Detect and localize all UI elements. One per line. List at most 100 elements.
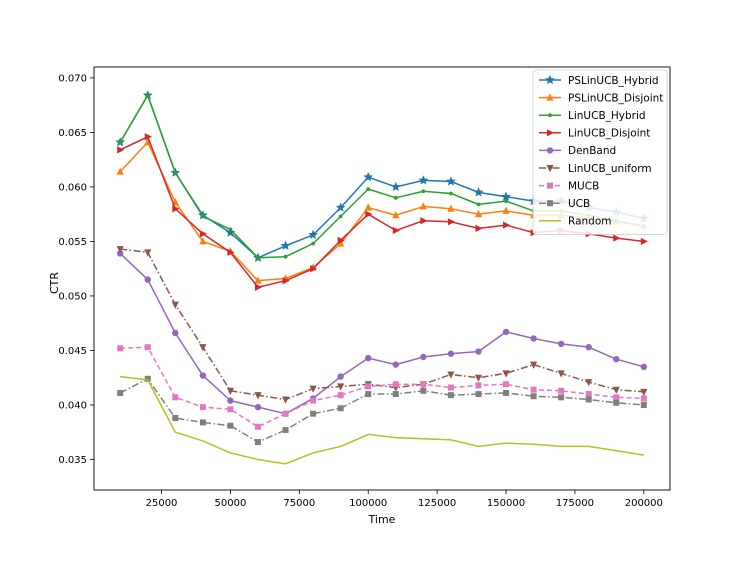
data-point (281, 396, 290, 404)
data-point (419, 202, 427, 210)
y-tick-label: 0.055 (58, 237, 87, 248)
data-point (254, 423, 261, 430)
legend-entry: LinUCB_Disjoint (539, 128, 650, 140)
data-point (308, 229, 319, 240)
data-point (254, 392, 262, 400)
legend-label: LinUCB_Hybrid (568, 110, 646, 122)
data-point (363, 171, 374, 182)
data-point (254, 439, 261, 446)
data-point (337, 239, 345, 247)
legend-marker (548, 113, 552, 118)
data-point (390, 181, 401, 192)
data-point (337, 373, 344, 380)
data-point (365, 391, 372, 398)
data-point (392, 226, 400, 235)
data-point (256, 255, 260, 260)
data-point (585, 343, 592, 351)
legend-box (532, 69, 668, 235)
series-line (119, 252, 645, 415)
data-point (116, 246, 124, 254)
data-point (199, 404, 206, 411)
x-tick-label: 175000 (556, 498, 594, 509)
data-point (447, 204, 455, 212)
plot-frame (93, 66, 671, 491)
data-point (227, 422, 234, 429)
data-point (310, 410, 317, 417)
data-point (282, 410, 289, 417)
data-point (280, 240, 291, 251)
data-point (640, 401, 647, 408)
data-point (503, 389, 510, 396)
series-Random (120, 375, 644, 465)
data-point (474, 209, 483, 218)
data-point (311, 241, 316, 246)
data-point (475, 382, 482, 389)
data-point (585, 379, 593, 387)
data-point (117, 146, 125, 154)
data-point (365, 383, 372, 390)
x-tick-label: 75000 (283, 498, 315, 509)
x-tick-label: 125000 (418, 498, 456, 509)
legend-entry: LinUCB_Hybrid (539, 110, 646, 122)
data-point (172, 394, 179, 401)
data-point (366, 187, 371, 192)
data-point (364, 203, 372, 211)
legend-marker (547, 182, 553, 189)
legend-label: LinUCB_Disjoint (568, 128, 650, 140)
data-point (475, 348, 482, 355)
data-point (172, 205, 180, 213)
legend-label: DenBand (568, 145, 616, 157)
x-axis-label: Time (368, 513, 396, 526)
data-point (226, 387, 235, 395)
data-point (447, 384, 454, 391)
data-point (418, 175, 429, 185)
data-point (558, 394, 565, 401)
x-tick-label: 200000 (625, 498, 663, 509)
data-point (500, 191, 512, 202)
data-point (421, 189, 426, 194)
y-tick-label: 0.040 (58, 400, 87, 411)
x-tick-label: 50000 (215, 498, 247, 509)
data-point (118, 140, 123, 145)
legend-marker (546, 165, 554, 173)
data-point (225, 227, 236, 237)
data-point (171, 301, 179, 309)
data-point (335, 202, 346, 212)
data-point (585, 396, 592, 403)
data-point (447, 350, 455, 357)
data-point (282, 427, 289, 434)
data-point (502, 328, 510, 336)
legend-entry: Random (539, 216, 611, 228)
data-point (254, 276, 262, 284)
data-point (473, 187, 484, 197)
data-point (228, 227, 233, 232)
data-point (447, 371, 455, 379)
data-point (337, 383, 345, 391)
series-line (120, 375, 644, 465)
data-point (445, 176, 456, 186)
data-point (199, 372, 207, 379)
data-point (199, 344, 207, 352)
data-point (199, 230, 208, 238)
x-tick-label: 150000 (487, 498, 525, 509)
legend-entry: LinUCB_uniform (539, 163, 652, 175)
data-point (392, 381, 399, 388)
data-point (557, 370, 565, 378)
y-tick-label: 0.065 (58, 128, 87, 139)
data-point (144, 375, 151, 382)
data-point (475, 224, 483, 232)
data-point (530, 393, 537, 400)
data-point (117, 345, 124, 352)
series-UCB (117, 375, 647, 446)
data-point (613, 234, 621, 242)
data-point (504, 199, 508, 203)
legend-entry: DenBand (539, 145, 616, 157)
legend-label: MUCB (568, 180, 599, 192)
data-point (448, 191, 453, 196)
legend-marker (546, 93, 554, 101)
data-point (640, 363, 648, 371)
y-tick-label: 0.070 (58, 73, 87, 84)
data-point (557, 340, 565, 348)
data-point (309, 385, 317, 393)
data-point (117, 389, 124, 396)
